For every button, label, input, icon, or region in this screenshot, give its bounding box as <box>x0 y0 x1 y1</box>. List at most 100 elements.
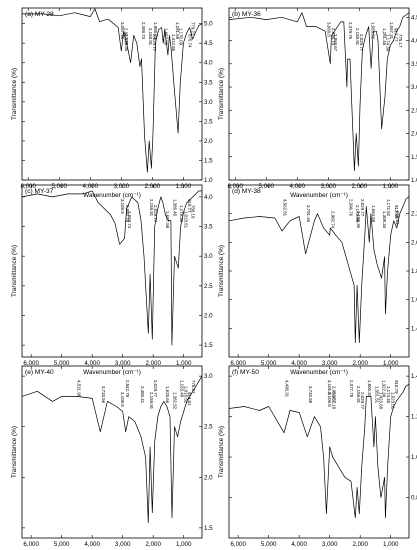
peak-label: 910.77 <box>187 199 192 213</box>
y-tick-label: 2.0 <box>411 131 417 138</box>
peak-label: 3,108.8 <box>120 199 125 214</box>
x-axis-title: Wavenumber (cm⁻¹) <box>83 192 141 199</box>
x-tick-label: 5,000 <box>261 360 277 367</box>
peak-label: 3,108.8 <box>120 392 125 407</box>
spectrum-panel: 6,0005,0004,0003,0002,0001,0001.01.52.02… <box>218 7 417 199</box>
y-tick-label: 2.5 <box>411 107 417 114</box>
peak-label: 4,495.31 <box>285 380 290 398</box>
x-tick-label: 4,000 <box>84 541 100 548</box>
peak-label: 1,654.59 <box>371 205 376 223</box>
peak-label: 3,733.56 <box>101 386 106 404</box>
x-tick-label: 1,000 <box>176 360 192 367</box>
spectrum-line <box>228 383 410 519</box>
y-tick-label: 2.0 <box>411 239 417 246</box>
peak-label: 2,179.86 <box>355 205 360 223</box>
panel-label: (b) MY-36 <box>232 11 261 18</box>
y-tick-label: 1.5 <box>411 154 417 161</box>
y-tick-label: 4.5 <box>204 40 213 47</box>
spectrum-line <box>21 375 203 524</box>
x-tick-label: 6,000 <box>20 183 36 190</box>
peak-label: 2,956.87 <box>331 386 336 404</box>
y-tick-label: 4.5 <box>411 14 417 21</box>
x-tick-label: 6,000 <box>230 541 246 548</box>
peak-label: 1,551.51 <box>374 386 379 404</box>
x-tick-label: 6,000 <box>227 183 243 190</box>
y-tick-label: 1.5 <box>204 157 213 164</box>
peak-label: 1,172.52 <box>386 199 391 217</box>
y-tick-label: 2.0 <box>204 312 213 319</box>
peak-label: 2,942.77 <box>124 28 129 46</box>
spectrum-line <box>228 196 410 344</box>
peak-label: 775.27 <box>191 380 196 394</box>
peak-label: 1,023.51 <box>390 392 395 410</box>
x-tick-label: 1,000 <box>383 360 399 367</box>
peak-label: 3,108.8 <box>327 392 332 407</box>
peak-label: 2,029.77 <box>360 392 365 410</box>
peak-label: 2,159.91 <box>355 28 360 46</box>
peak-label: 1,281.45 <box>382 28 387 46</box>
y-tick-label: 1.5 <box>204 525 213 532</box>
peak-label: 3,068.8 <box>327 22 332 37</box>
y-axis-title: Transmittance (%) <box>11 245 18 297</box>
peak-label: 2,940.76 <box>125 205 130 223</box>
y-axis-title: Transmittance (%) <box>218 68 225 120</box>
plot-frame <box>228 7 410 181</box>
peak-label: 875.74 <box>188 34 193 48</box>
peak-label: 1,067.31 <box>389 22 394 40</box>
y-tick-label: 4.0 <box>411 38 417 45</box>
y-tick-label: 2.5 <box>204 283 213 290</box>
peak-label: 2,942.78 <box>125 380 130 398</box>
spectrum-panel: 6,000 5,000 4,000 3,000 2,000 1,000 0.8 1.0 1.2 1… <box>218 365 417 548</box>
peak-label: 910.79 <box>394 380 399 394</box>
peak-label: 2,952.18 <box>332 392 337 410</box>
peak-label: 1,018.51 <box>184 211 189 229</box>
peak-label: 2,159.91 <box>356 386 361 404</box>
y-tick-label: 1.6 <box>411 297 417 304</box>
peak-label: 1,386.45 <box>172 199 177 217</box>
peak-label: 1,018.52 <box>184 386 189 404</box>
plot-frame <box>21 365 203 539</box>
peak-label: 1,382.52 <box>173 392 178 410</box>
plot-frame <box>21 7 203 181</box>
plot-frame <box>228 365 410 539</box>
peak-label: 917.77 <box>393 28 398 42</box>
x-tick-label: 3,000 <box>114 183 130 190</box>
peak-label: 1,988.03 <box>153 22 158 40</box>
x-tick-label: 6,000 <box>230 360 246 367</box>
y-tick-label: 1.2 <box>411 414 417 421</box>
peak-label: 1,412.55 <box>171 34 176 52</box>
y-tick-label: 2.5 <box>204 424 213 431</box>
x-tick-label: 2,000 <box>352 360 368 367</box>
y-tick-label: 1.4 <box>411 325 417 332</box>
peak-label: 1,308.34 <box>382 211 387 229</box>
y-tick-label: 2.2 <box>411 211 417 218</box>
peak-label: 1,653.51 <box>371 22 376 40</box>
x-tick-label: 4,000 <box>291 541 307 548</box>
peak-label: 1,174.39 <box>385 34 390 52</box>
peak-label: 1,625.66 <box>165 386 170 404</box>
y-tick-label: 1.8 <box>411 268 417 275</box>
x-axis-title: Wavenumber (cm⁻¹) <box>290 192 348 199</box>
peak-label: 3,733.58 <box>308 386 313 404</box>
y-axis-title: Transmittance (%) <box>218 245 225 297</box>
peak-label: 1,174.45 <box>386 386 391 404</box>
peak-label: 2,982.74 <box>331 211 336 229</box>
y-tick-label: 4.0 <box>204 194 213 201</box>
peak-label: 1,153.48 <box>180 380 185 398</box>
peak-label: 868.53 <box>395 211 400 225</box>
panel-label: (d) MY-38 <box>232 188 261 195</box>
peak-label: 4,531.95 <box>76 380 81 398</box>
y-tick-label: 4.0 <box>204 60 213 67</box>
peak-label: 2,029.77 <box>360 199 365 217</box>
peak-label: 1,800.37 <box>367 380 372 398</box>
y-tick-label: 5.0 <box>204 21 213 28</box>
peak-label: 1,627.58 <box>165 211 170 229</box>
peak-label: 2,379.76 <box>348 22 353 40</box>
peak-label: 1,657.58 <box>163 28 168 46</box>
x-tick-label: 4,000 <box>290 183 306 190</box>
peak-label: 2,388.73 <box>141 22 146 40</box>
x-tick-label: 3,000 <box>115 360 131 367</box>
x-tick-label: 5,000 <box>51 183 67 190</box>
